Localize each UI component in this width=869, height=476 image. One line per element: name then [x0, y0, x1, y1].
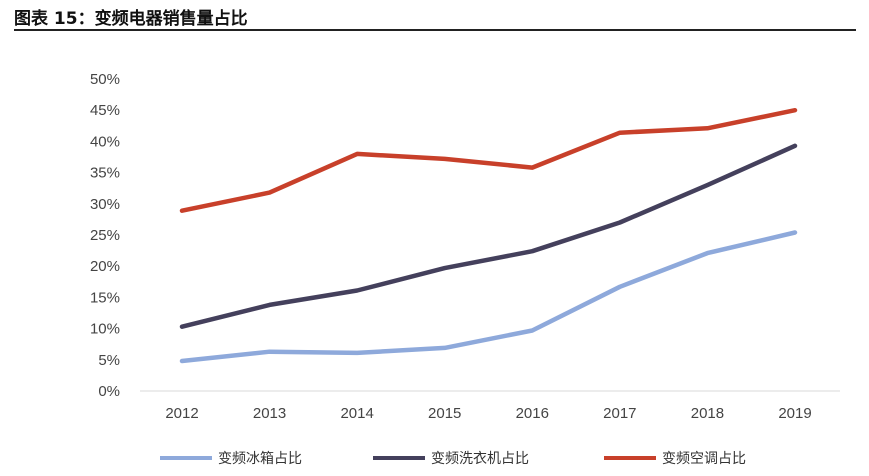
y-tick-label: 20%: [90, 258, 120, 275]
y-tick-label: 0%: [98, 383, 120, 400]
x-tick-label: 2015: [428, 405, 461, 422]
y-tick-label: 15%: [90, 289, 120, 306]
x-tick-label: 2019: [778, 405, 811, 422]
x-tick-label: 2017: [603, 405, 636, 422]
x-tick-label: 2013: [253, 405, 286, 422]
legend-label-2: 变频空调占比: [662, 451, 746, 467]
y-tick-label: 5%: [98, 352, 120, 369]
y-tick-label: 10%: [90, 321, 120, 338]
series-line-0: [179, 230, 798, 364]
series-line-2: [179, 107, 798, 213]
legend-label-0: 变频冰箱占比: [218, 451, 302, 467]
legend: 变频冰箱占比 变频洗衣机占比 变频空调占比: [160, 451, 746, 467]
x-tick-label: 2016: [516, 405, 549, 422]
x-tick-label: 2012: [165, 405, 198, 422]
x-tick-label: 2018: [691, 405, 724, 422]
x-axis: 2012 2013 2014 2015 2016 2017 2018 2019: [140, 390, 840, 422]
y-tick-label: 45%: [90, 102, 120, 119]
y-axis: 0% 5% 10% 15% 20% 25% 30% 35% 40% 45% 50%: [90, 71, 120, 400]
y-tick-label: 35%: [90, 165, 120, 182]
y-tick-label: 40%: [90, 133, 120, 150]
y-tick-label: 30%: [90, 196, 120, 213]
figure-title: 图表 15：变频电器销售量占比: [14, 9, 248, 29]
x-tick-label: 2014: [340, 405, 373, 422]
series-lines: [179, 107, 798, 364]
y-tick-label: 25%: [90, 227, 120, 244]
series-line-1: [179, 143, 798, 329]
title-divider: [14, 29, 856, 31]
y-tick-label: 50%: [90, 71, 120, 88]
legend-label-1: 变频洗衣机占比: [431, 451, 529, 467]
